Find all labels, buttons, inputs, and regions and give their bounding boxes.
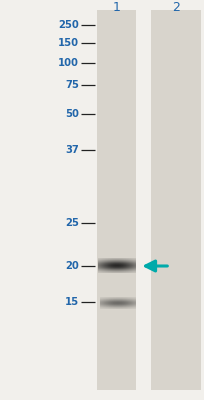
Text: 20: 20 xyxy=(65,261,79,271)
Text: 15: 15 xyxy=(64,297,79,307)
Text: 75: 75 xyxy=(65,80,79,90)
Text: 50: 50 xyxy=(65,109,79,119)
Bar xyxy=(150,10,200,390)
Text: 100: 100 xyxy=(58,58,79,68)
Text: 150: 150 xyxy=(58,38,79,48)
Text: 25: 25 xyxy=(65,218,79,228)
Text: 37: 37 xyxy=(65,145,79,155)
Bar xyxy=(97,10,136,390)
Text: 1: 1 xyxy=(112,1,120,14)
Text: 250: 250 xyxy=(58,20,79,30)
Text: 2: 2 xyxy=(171,1,179,14)
